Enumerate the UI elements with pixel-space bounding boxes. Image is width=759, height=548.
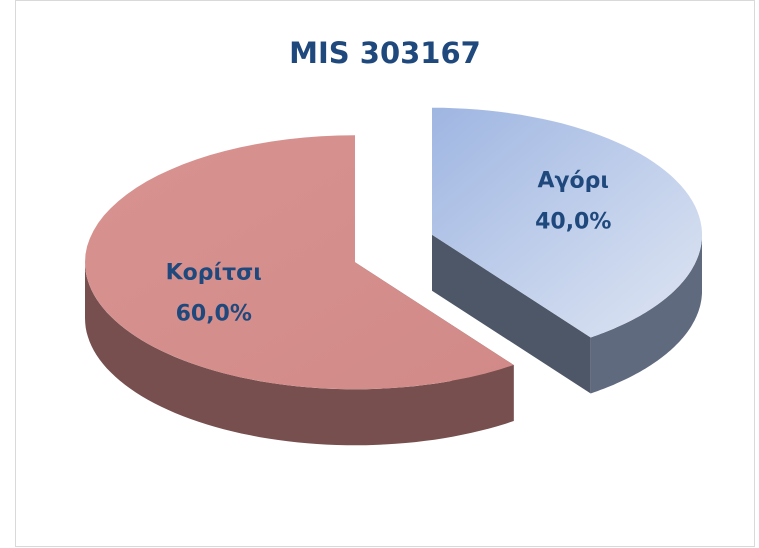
slice-face <box>432 234 591 394</box>
pie <box>85 107 702 446</box>
slice-value-label: 40,0% <box>535 209 611 234</box>
slice-label: Αγόρι <box>538 168 609 193</box>
slice-value-label: 60,0% <box>176 302 252 327</box>
slice-side <box>85 262 514 446</box>
chart-title: MIS 303167 <box>289 36 481 70</box>
slice-side <box>590 234 702 394</box>
slice-label: Κορίτσι <box>166 261 262 286</box>
slice <box>432 107 702 338</box>
slice <box>85 135 514 390</box>
labels: Αγόρι 40,0% Κορίτσι 60,0% <box>166 168 612 326</box>
